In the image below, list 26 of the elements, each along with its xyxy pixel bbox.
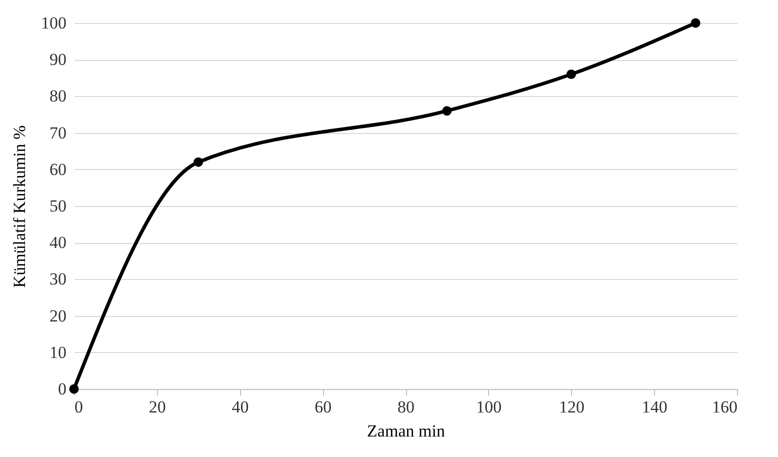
y-tick-label: 60: [50, 160, 66, 179]
point: [194, 157, 204, 167]
x-tick-label: 40: [232, 398, 249, 416]
y-tick-label: 50: [50, 196, 66, 216]
x-tick-label: 120: [559, 398, 584, 416]
x-tick-label: 160: [712, 398, 738, 416]
point: [690, 18, 700, 28]
y-tick-label: 20: [50, 306, 66, 326]
x-tick-label: 100: [476, 398, 502, 416]
x-axis-title: Zaman min: [367, 422, 446, 440]
point: [566, 70, 576, 79]
x-tick-label: 0: [74, 398, 83, 416]
x-tick-label: 140: [642, 398, 668, 416]
y-tick-label: 80: [50, 86, 66, 106]
x-tick-label: 60: [314, 398, 332, 416]
y-tick-label: 30: [50, 270, 66, 289]
y-tick-label: 0: [58, 380, 66, 398]
y-tick-label: 10: [50, 342, 66, 362]
x-tick-label: 80: [398, 398, 414, 416]
y-tick-label: 90: [50, 50, 66, 70]
x-tick-label: 20: [148, 398, 166, 416]
y-tick-label: 40: [50, 233, 66, 252]
y-tick-label: 70: [50, 123, 66, 142]
y-tick-label: 100: [41, 14, 66, 32]
point: [442, 106, 452, 116]
y-axis-title: Kümülatif Kurkumin %: [10, 125, 29, 288]
